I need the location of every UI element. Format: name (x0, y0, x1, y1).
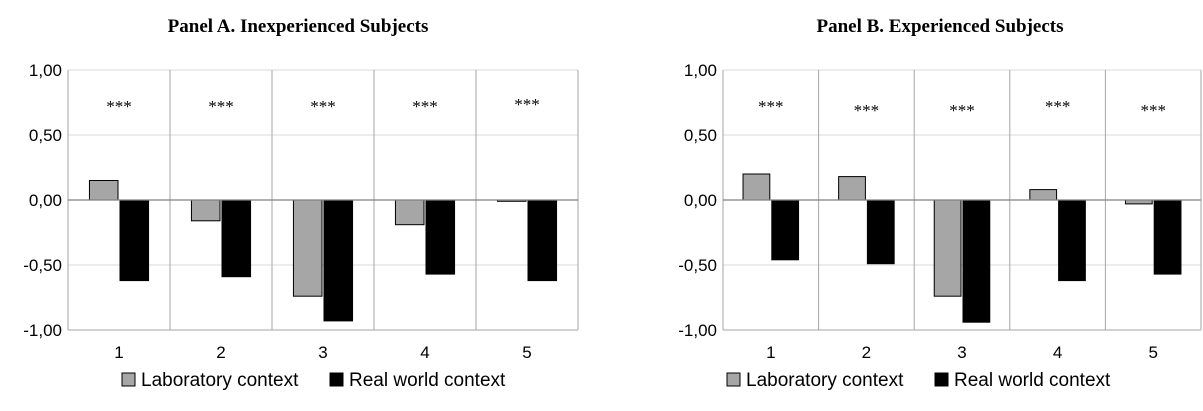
significance-marker: *** (1045, 97, 1071, 116)
x-tick-label: 1 (766, 343, 775, 362)
bar-laboratory-4 (1029, 189, 1058, 201)
significance-marker: *** (854, 101, 880, 120)
legend-swatch-real-world (329, 372, 344, 387)
y-tick-label: -1,00 (678, 321, 717, 340)
bar-real-world-3 (962, 199, 991, 323)
bar-real-world-1 (771, 199, 800, 261)
x-tick-label: 3 (957, 343, 966, 362)
bar-real-world-3 (323, 199, 354, 322)
bar-real-world-5 (1153, 199, 1182, 275)
panel-a-chart: Panel A. Inexperienced Subjects 1,00 0,50 0… (23, 16, 579, 391)
legend-swatch-laboratory (726, 372, 741, 387)
y-tick-label: 0,00 (684, 191, 717, 210)
legend-label: Real world context (954, 370, 1111, 391)
y-tick-label: -0,50 (23, 256, 62, 275)
legend-swatch-laboratory (121, 372, 136, 387)
bar-laboratory-1 (742, 173, 771, 201)
x-tick-label: 5 (1148, 343, 1157, 362)
significance-marker: *** (758, 97, 784, 116)
legend-label: Laboratory context (746, 370, 904, 391)
x-tick-label: 4 (420, 343, 429, 362)
bar-real-world-4 (1058, 199, 1086, 282)
bar-laboratory-4 (394, 199, 425, 226)
y-tick-label: 0,50 (684, 126, 717, 145)
chart-title: Panel A. Inexperienced Subjects (168, 16, 429, 37)
x-tick-label: 4 (1053, 343, 1062, 362)
bar-real-world-2 (221, 199, 252, 278)
significance-marker: *** (208, 97, 234, 116)
bar-laboratory-1 (88, 180, 119, 201)
bar-laboratory-3 (933, 199, 962, 297)
significance-marker: *** (949, 101, 975, 120)
y-tick-label: 0,00 (29, 191, 62, 210)
legend-swatch-real-world (934, 372, 949, 387)
bar-laboratory-3 (292, 199, 323, 297)
y-tick-label: 1,00 (29, 61, 62, 80)
bar-laboratory-2 (190, 199, 221, 222)
x-tick-label: 2 (862, 343, 871, 362)
x-tick-label: 2 (216, 343, 225, 362)
x-tick-label: 1 (114, 343, 123, 362)
y-tick-label: 0,50 (29, 126, 62, 145)
y-tick-label: -0,50 (678, 256, 717, 275)
legend-label: Real world context (349, 370, 506, 391)
panel-b-chart: Panel B. Experienced Subjects 1,00 0,50 0,0… (678, 16, 1202, 391)
bar-real-world-4 (425, 199, 456, 275)
significance-marker: *** (1140, 101, 1166, 120)
legend-label: Laboratory context (141, 370, 299, 391)
bar-real-world-1 (119, 199, 150, 282)
bar-real-world-5 (527, 199, 558, 282)
bar-laboratory-2 (838, 176, 866, 201)
significance-marker: *** (310, 97, 336, 116)
x-tick-label: 5 (522, 343, 531, 362)
significance-marker: *** (412, 97, 438, 116)
significance-marker: *** (514, 95, 540, 114)
y-tick-label: -1,00 (23, 321, 62, 340)
y-tick-label: 1,00 (684, 61, 717, 80)
x-tick-label: 3 (318, 343, 327, 362)
chart-title: Panel B. Experienced Subjects (817, 16, 1064, 37)
significance-marker: *** (106, 97, 132, 116)
bar-real-world-2 (866, 199, 895, 265)
